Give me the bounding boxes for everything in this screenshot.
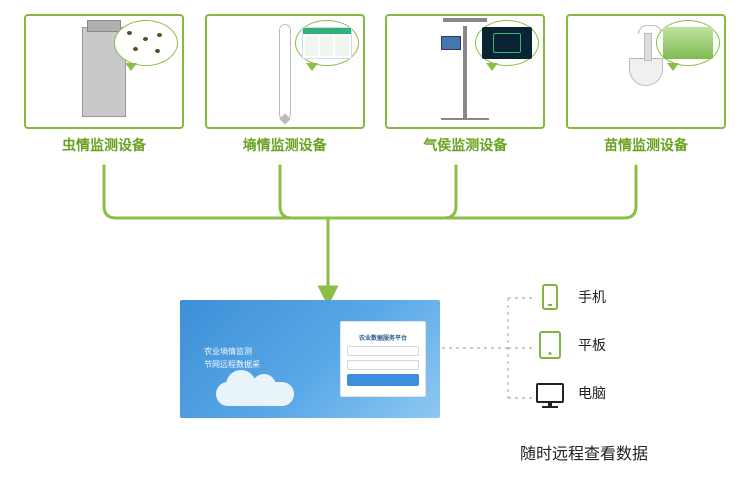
device-label-climate: 气侯监测设备: [423, 135, 507, 155]
viewer-label-tablet: 平板: [578, 335, 606, 355]
login-button[interactable]: [347, 374, 419, 386]
platform-panel: 农业墒情监测 节网远程数据采 农业数据服务平台: [180, 300, 440, 418]
bubble-pest: [114, 20, 178, 66]
phone-icon: [536, 282, 564, 312]
greenhouse-icon: [663, 27, 713, 59]
mini-dashboard-icon: [482, 27, 532, 59]
tagline-line2: 节网远程数据采: [204, 359, 260, 372]
login-field-user[interactable]: [347, 346, 419, 356]
viewer-label-pc: 电脑: [578, 383, 606, 403]
bubble-soil: [295, 20, 359, 66]
viewers-caption: 随时远程查看数据: [520, 440, 648, 464]
bugs-icon: [121, 27, 171, 59]
cloud-icon: [216, 382, 294, 406]
login-title: 农业数据服务平台: [359, 333, 407, 342]
device-row: 虫情监测设备 墒情监测设备 气侯监测设备: [24, 14, 726, 155]
bubble-climate: [475, 20, 539, 66]
device-image-climate: [385, 14, 545, 129]
device-image-soil: [205, 14, 365, 129]
device-label-soil: 墒情监测设备: [243, 135, 327, 155]
device-image-pest: [24, 14, 184, 129]
login-box: 农业数据服务平台: [340, 321, 426, 397]
viewer-list: 手机 平板 电脑: [536, 282, 606, 408]
bubble-crop: [656, 20, 720, 66]
login-field-pass[interactable]: [347, 360, 419, 370]
device-image-crop: [566, 14, 726, 129]
pc-icon: [536, 378, 564, 408]
tablet-icon: [536, 330, 564, 360]
platform-tagline: 农业墒情监测 节网远程数据采: [204, 346, 260, 372]
device-label-crop: 苗情监测设备: [604, 135, 688, 155]
viewer-row-pc: 电脑: [536, 378, 606, 408]
weather-station-illustration: [463, 26, 467, 118]
soil-probe-illustration: [279, 24, 291, 120]
viewer-row-phone: 手机: [536, 282, 606, 312]
mini-ui-icon: [302, 27, 352, 59]
device-label-pest: 虫情监测设备: [62, 135, 146, 155]
device-card-pest: 虫情监测设备: [24, 14, 184, 155]
tagline-line1: 农业墒情监测: [204, 346, 260, 359]
viewer-row-tablet: 平板: [536, 330, 606, 360]
device-card-climate: 气侯监测设备: [385, 14, 545, 155]
device-card-soil: 墒情监测设备: [205, 14, 365, 155]
device-card-crop: 苗情监测设备: [566, 14, 726, 155]
viewer-label-phone: 手机: [578, 287, 606, 307]
camera-illustration: [629, 58, 663, 86]
